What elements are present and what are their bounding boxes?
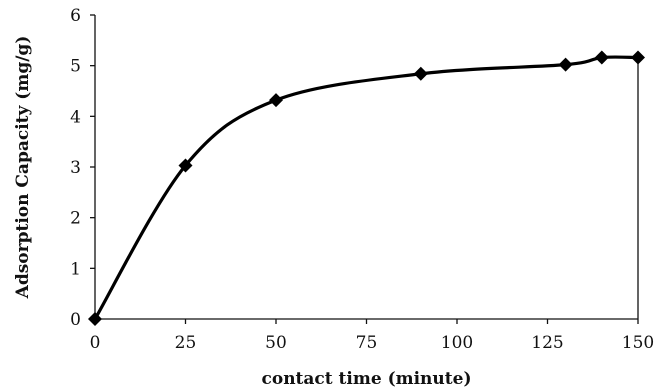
series-line: [93, 55, 640, 321]
x-tick-label: 150: [622, 333, 654, 353]
tick-group: 0 1 2 3 4 5 6 0 25 50 75 100 125 150: [70, 6, 654, 353]
y-tick-label: 6: [70, 6, 81, 26]
data-point-marker: [88, 312, 102, 326]
y-tick-label: 5: [70, 57, 81, 77]
x-tick-label: 50: [265, 333, 287, 353]
data-point-marker: [558, 57, 573, 72]
x-tick-label: 0: [90, 333, 101, 353]
y-tick-label: 2: [70, 209, 81, 229]
axes: [94, 15, 639, 320]
series-group: [88, 50, 645, 326]
y-tick-label: 4: [70, 107, 81, 127]
x-tick-label: 125: [531, 333, 563, 353]
y-tick-label: 3: [70, 158, 81, 178]
y-tick-label: 0: [70, 310, 81, 330]
data-point-marker: [631, 50, 645, 65]
x-tick-label: 75: [356, 333, 378, 353]
x-axis-title: contact time (minute): [262, 369, 472, 389]
data-point-marker: [178, 158, 193, 173]
data-point-marker: [594, 50, 609, 65]
data-point-marker: [413, 66, 428, 81]
x-tick-label: 25: [175, 333, 197, 353]
data-point-marker: [269, 93, 283, 108]
y-tick-label: 1: [70, 259, 81, 279]
x-tick-label: 100: [441, 333, 473, 353]
y-axis-title: Adsorption Capacity (mg/g): [13, 36, 33, 300]
